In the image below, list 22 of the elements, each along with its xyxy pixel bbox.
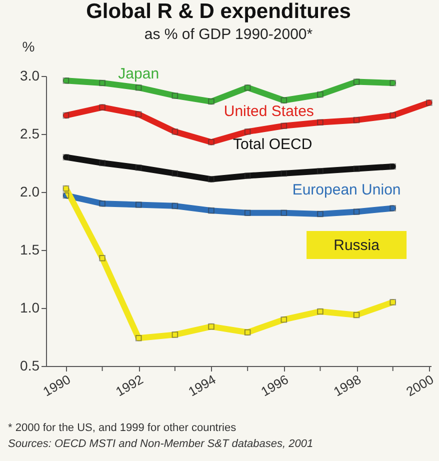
y-tick-label: 0.5 — [20, 358, 40, 374]
x-tick-label: 1996 — [258, 372, 291, 400]
source-note: Sources: OECD MSTI and Non-Member S&T databases, 2001 — [8, 438, 314, 450]
y-tick-label: 1.0 — [20, 300, 40, 316]
y-axis-title: % — [22, 38, 35, 54]
series-label: European Union — [292, 182, 401, 199]
chart-title: Global R & D expenditures — [86, 0, 351, 23]
chart-subtitle: as % of GDP 1990-2000* — [144, 26, 313, 43]
y-tick-label: 3.0 — [20, 68, 40, 84]
text: Russia — [334, 236, 380, 254]
text: * 2000 for the US, and 1999 for other countries — [8, 422, 237, 434]
x-tick-label: 1998 — [330, 372, 364, 400]
series-label: Total OECD — [232, 136, 312, 153]
x-tick-label: 1994 — [186, 372, 218, 400]
x-tick-label: 1990 — [40, 372, 73, 400]
y-tick-label: 2.5 — [20, 126, 40, 142]
y-tick-label: 2.0 — [20, 184, 40, 200]
x-tick-label: 1992 — [113, 372, 146, 400]
series-label: Japan — [118, 66, 160, 83]
y-tick-label: 1.5 — [20, 242, 40, 258]
x-tick-label: 2000 — [404, 372, 436, 400]
series-label: United States — [224, 102, 314, 120]
